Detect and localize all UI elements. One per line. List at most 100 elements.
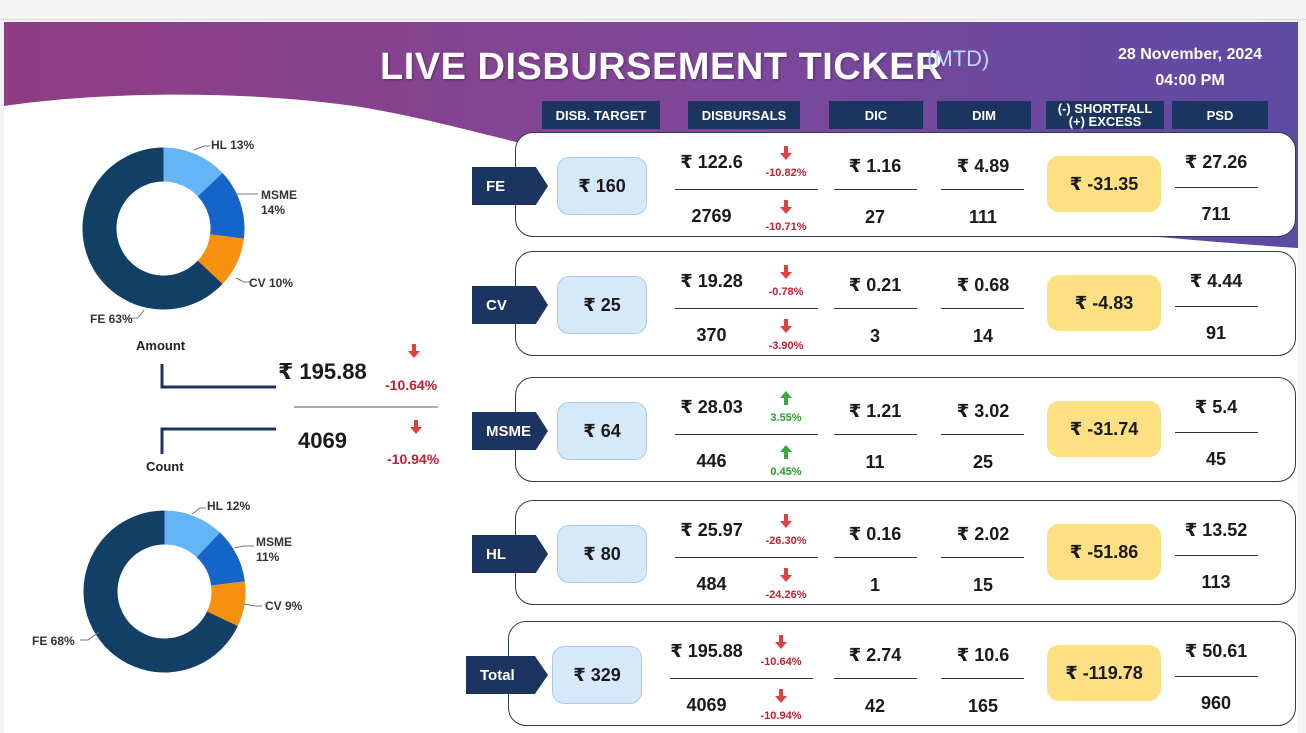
dim-divider-msme [941,434,1024,435]
psd-count-cv: 91 [1205,323,1227,343]
summary-amount-arrow-down-icon [408,344,420,358]
psd-amount-fe: ₹ 27.26 [1184,152,1248,172]
window-top-bar [0,0,1306,20]
target-value-msme: ₹ 64 [557,402,647,460]
donut-slice-hl [164,510,220,558]
col-header-shortfall-line1: (-) SHORTFALL [1057,101,1153,116]
dic-count-msme: 11 [865,452,885,472]
disbursal-amount-arrow-down-icon-fe [780,146,792,160]
donut-slice-cv [207,581,246,626]
disbursal-count-fe: 2769 [691,206,732,226]
count-label: Count [146,459,184,474]
disbursal-count-arrow-down-icon-total [775,689,787,703]
shortfall-value-hl: ₹ -51.86 [1047,524,1161,580]
disbursal-divider-fe [675,189,818,190]
psd-count-msme: 45 [1205,449,1227,469]
disbursal-amount-cv: ₹ 19.28 [680,271,743,291]
shortfall-value-total: ₹ -119.78 [1047,645,1161,701]
target-value-total: ₹ 329 [552,646,642,704]
disbursal-amount-arrow-down-icon-total [775,635,787,649]
dic-divider-msme [834,434,917,435]
psd-divider-fe [1175,187,1258,188]
amount-label-fe: FE 63% [90,312,133,326]
summary-count-arrow-down-icon [410,420,422,434]
dic-amount-hl: ₹ 0.16 [848,524,902,544]
report-date: 28 November, 2024 [1117,46,1263,63]
disbursal-count-change-total: -10.94% [760,710,802,722]
disbursal-amount-change-cv: -0.78% [768,286,804,298]
shortfall-value-msme: ₹ -31.74 [1047,401,1161,457]
dic-divider-total [834,678,917,679]
disbursal-count-arrow-down-icon-fe [780,200,792,214]
dim-amount-msme: ₹ 3.02 [956,401,1010,421]
dashboard-title: LIVE DISBURSEMENT TICKER [380,46,944,88]
disbursal-amount-arrow-down-icon-cv [780,265,792,279]
row-label-total: Total [466,656,548,694]
amount-label-msme: MSME 14% [261,188,297,217]
count-label-msme: MSME 11% [256,535,292,564]
dic-amount-fe: ₹ 1.16 [848,156,902,176]
disbursal-divider-hl [675,557,818,558]
row-label-hl: HL [472,535,548,573]
summary-amount-change: -10.64% [385,377,438,393]
summary-amount: ₹ 195.88 [278,359,367,384]
dim-divider-cv [941,308,1024,309]
dim-count-fe: 111 [968,207,998,227]
disbursal-amount-arrow-up-icon-msme [780,391,792,405]
psd-divider-msme [1175,432,1258,433]
donut-slice-fe [82,147,223,310]
target-value-cv: ₹ 25 [557,276,647,334]
donut-slice-cv [197,234,244,284]
disbursal-count-cv: 370 [696,325,727,345]
disbursal-count-arrow-down-icon-hl [780,568,792,582]
report-time: 04:00 PM [1155,72,1225,89]
row-label-fe: FE [472,167,548,205]
summary-count-change: -10.94% [387,451,440,467]
col-header-shortfall: (-) SHORTFALL (+) EXCESS [1046,101,1164,129]
dim-amount-total: ₹ 10.6 [956,645,1010,665]
disbursal-divider-cv [675,308,818,309]
summary-count: 4069 [298,428,347,453]
dim-amount-fe: ₹ 4.89 [956,156,1010,176]
dim-count-total: 165 [967,696,999,716]
col-header-dic: DIC [829,101,923,129]
dic-count-cv: 3 [869,326,880,346]
count-donut-chart [83,510,246,673]
donut-slice-msme [196,532,245,586]
amount-label: Amount [136,338,186,353]
col-header-target: DISB. TARGET [542,101,660,129]
psd-count-total: 960 [1200,693,1232,713]
col-header-disbursals: DISBURSALS [688,101,800,129]
dic-count-total: 42 [864,696,886,716]
psd-count-hl: 113 [1201,572,1231,592]
dim-count-cv: 14 [972,326,994,346]
dic-amount-total: ₹ 2.74 [848,645,902,665]
disbursal-amount-change-hl: -26.30% [765,535,807,547]
period-label: (MTD) [927,46,990,71]
col-header-shortfall-line2: (+) EXCESS [1068,114,1142,129]
count-label-fe: FE 68% [32,634,75,648]
amount-label-cv: CV 10% [249,276,294,290]
target-value-fe: ₹ 160 [557,157,647,215]
shortfall-value-fe: ₹ -31.35 [1047,156,1161,212]
summary-connectors [160,364,438,454]
dic-count-hl: 1 [869,575,880,595]
disbursal-amount-change-msme: 3.55% [770,412,802,424]
psd-amount-total: ₹ 50.61 [1184,641,1248,661]
donut-slice-hl [163,147,223,197]
donut-slice-fe [83,510,238,673]
disbursal-divider-msme [675,434,818,435]
disbursal-count-change-msme: 0.45% [770,466,802,478]
dashboard-canvas: LIVE DISBURSEMENT TICKER (MTD) 28 Novemb… [4,22,1298,733]
disbursal-divider-total [670,678,813,679]
count-label-cv: CV 9% [265,599,303,613]
dim-amount-hl: ₹ 2.02 [956,524,1010,544]
dic-divider-cv [834,308,917,309]
col-header-psd: PSD [1172,101,1268,129]
disbursal-count-total: 4069 [686,695,727,715]
dim-count-hl: 15 [972,575,994,595]
disbursal-amount-total: ₹ 195.88 [670,641,743,661]
disbursal-amount-hl: ₹ 25.97 [680,520,743,540]
dim-divider-hl [941,557,1024,558]
dic-divider-fe [834,189,917,190]
